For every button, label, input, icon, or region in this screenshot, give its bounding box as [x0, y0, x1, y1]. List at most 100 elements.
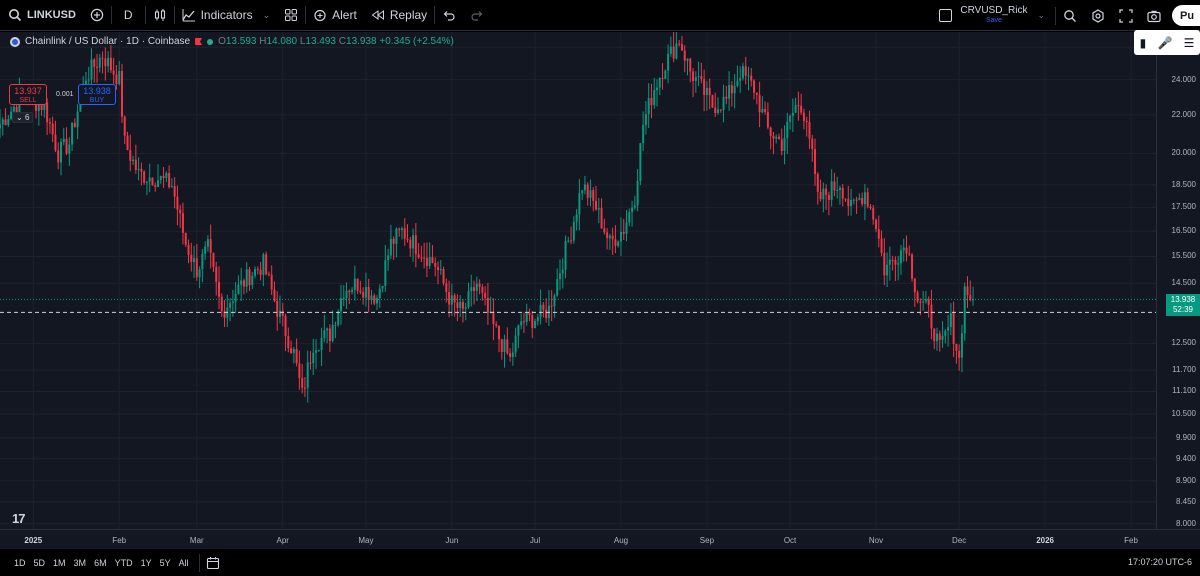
price-tick-label: 24.000: [1171, 74, 1196, 84]
price-tick-label: 8.900: [1175, 475, 1196, 485]
candle: [76, 104, 79, 140]
range-1m[interactable]: 1M: [53, 557, 66, 568]
layout-name-block: CRVUSD_Rick Save: [960, 4, 1028, 26]
calendar-range-icon[interactable]: [206, 556, 220, 570]
last-price-tag: 13.938 52:39: [1166, 294, 1200, 316]
candle: [597, 197, 600, 224]
candle: [143, 170, 146, 185]
candle: [741, 62, 744, 81]
templates-button[interactable]: [277, 0, 305, 31]
candle: [802, 108, 805, 130]
microphone-icon[interactable]: 🎤: [1157, 35, 1173, 50]
chart-pane[interactable]: Chainlink / US Dollar · 1D · Coinbase O1…: [0, 32, 1156, 529]
settings-button[interactable]: [1084, 0, 1112, 31]
candle: [772, 131, 775, 155]
candle: [888, 246, 891, 281]
time-tick-label: Feb: [112, 536, 127, 545]
low-value: 13.493: [305, 36, 336, 47]
fullscreen-button[interactable]: [1112, 0, 1140, 31]
range-5y[interactable]: 5Y: [159, 557, 171, 568]
candle: [833, 172, 836, 197]
candle: [814, 138, 817, 186]
range-all[interactable]: All: [178, 557, 189, 568]
panel-handle-icon[interactable]: ▮: [1139, 35, 1147, 50]
replay-button[interactable]: Replay: [364, 0, 434, 31]
candle: [808, 110, 811, 150]
candle: [265, 251, 268, 276]
symbol-label: LINKUSD: [27, 9, 76, 21]
candle: [151, 177, 154, 186]
voice-panel: ▮ 🎤 ☰: [1134, 30, 1200, 55]
candle: [467, 282, 470, 309]
candle: [84, 71, 87, 85]
candle: [303, 377, 306, 398]
layout-name: CRVUSD_Rick: [960, 4, 1028, 16]
price-tick-label: 18.500: [1171, 179, 1196, 189]
range-ytd[interactable]: YTD: [114, 557, 133, 568]
interval-button[interactable]: D: [112, 0, 145, 31]
tradingview-logo[interactable]: 17: [12, 511, 26, 526]
candle: [132, 155, 135, 165]
candle: [423, 242, 426, 269]
indicators-button[interactable]: Indicators ⌄: [175, 0, 278, 31]
indicators-label: Indicators: [200, 8, 253, 22]
price-tick-label: 10.500: [1171, 408, 1196, 418]
publish-button[interactable]: Pu: [1172, 5, 1200, 26]
price-tick-label: 22.000: [1171, 109, 1196, 119]
candle: [425, 242, 428, 278]
candle: [944, 328, 947, 344]
menu-icon[interactable]: ☰: [1183, 35, 1195, 50]
range-1d[interactable]: 1D: [14, 557, 26, 568]
price-axis[interactable]: 26.00024.00022.00020.00018.50017.50016.5…: [1156, 32, 1200, 529]
chart-legend: Chainlink / US Dollar · 1D · Coinbase O1…: [10, 36, 454, 47]
compare-button[interactable]: [83, 0, 111, 31]
candlestick-chart[interactable]: [0, 32, 1156, 529]
chevron-down-icon: ⌄: [262, 9, 271, 20]
candle: [206, 235, 209, 252]
candle: [486, 282, 489, 325]
candle: [165, 171, 168, 183]
candle: [373, 293, 376, 306]
high-value: 14.080: [266, 36, 298, 47]
candle: [739, 66, 742, 93]
grid-icon: [284, 8, 298, 22]
candle: [697, 61, 700, 86]
undo-button[interactable]: [435, 0, 463, 31]
candle: [861, 192, 864, 207]
chart-type-button[interactable]: [146, 0, 174, 31]
candle: [744, 56, 747, 85]
candle: [315, 339, 318, 369]
price-tick-label: 8.000: [1175, 518, 1196, 528]
price-tick-label: 15.500: [1171, 251, 1196, 261]
candle: [669, 36, 672, 57]
symbol-search-button[interactable]: LINKUSD: [0, 0, 83, 31]
candle: [509, 348, 512, 362]
candle: [722, 84, 725, 123]
indicators-collapse-toggle[interactable]: ⌄ 6: [12, 112, 34, 123]
range-1y[interactable]: 1Y: [140, 557, 152, 568]
candle: [836, 176, 839, 199]
sell-button[interactable]: 13.937 SELL: [9, 84, 47, 105]
candle: [866, 187, 869, 209]
range-6m[interactable]: 6M: [94, 557, 107, 568]
candle: [877, 215, 880, 248]
clock-display[interactable]: 17:07:20 UTC-6: [1127, 557, 1192, 567]
candle: [179, 204, 182, 228]
buy-button[interactable]: 13.938 BUY: [78, 84, 116, 105]
range-5d[interactable]: 5D: [33, 557, 46, 568]
range-3m[interactable]: 3M: [73, 557, 87, 568]
candle: [406, 224, 409, 243]
quick-search-button[interactable]: [1056, 0, 1084, 31]
candle: [439, 260, 442, 275]
snapshot-button[interactable]: [1140, 0, 1168, 31]
price-tick-label: 14.500: [1171, 278, 1196, 288]
candle: [958, 344, 961, 371]
flag-icon[interactable]: [195, 38, 203, 45]
layout-menu-button[interactable]: CRVUSD_Rick Save ⌄: [929, 4, 1055, 26]
layout-square-icon: [939, 9, 953, 22]
alert-button[interactable]: Alert: [306, 0, 364, 31]
time-axis[interactable]: 2025 Feb Mar Apr May Jun Jul Aug Sep Oct Nov Dec 202…: [0, 529, 1200, 549]
candle: [57, 142, 60, 170]
redo-button[interactable]: [463, 0, 491, 31]
candle: [786, 112, 789, 154]
